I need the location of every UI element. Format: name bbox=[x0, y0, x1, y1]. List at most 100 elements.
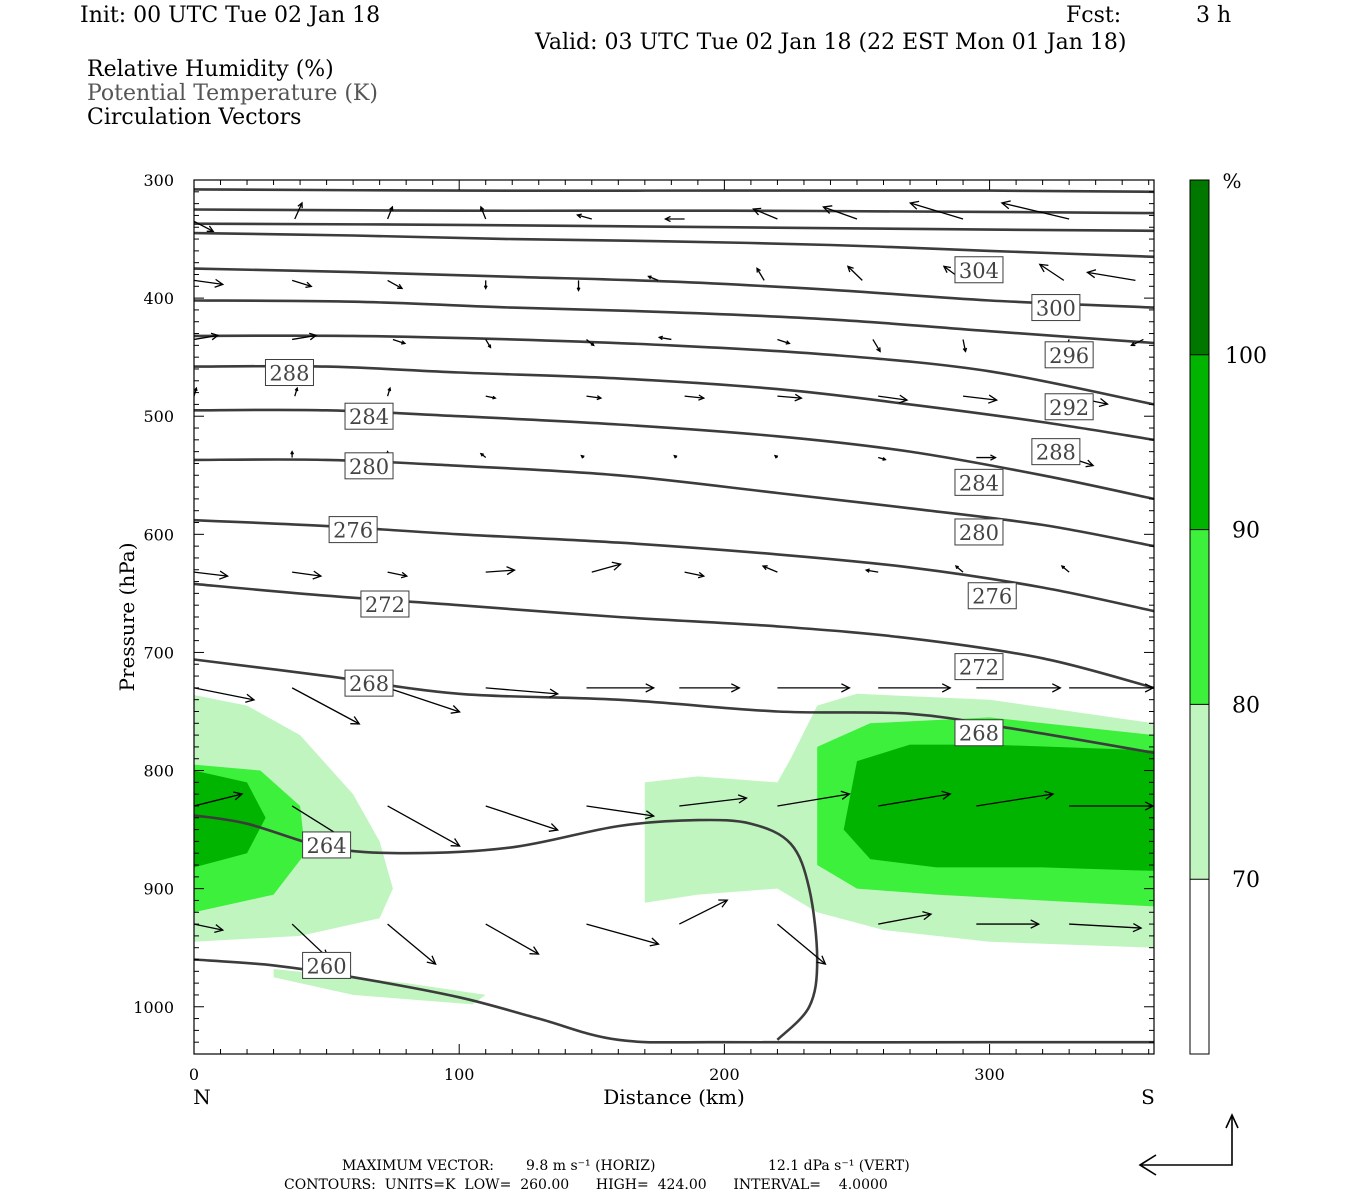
vector-head bbox=[400, 571, 409, 579]
vector-arrow-44 bbox=[479, 452, 487, 459]
vector-arrow-0 bbox=[194, 220, 215, 232]
vector-head bbox=[941, 790, 952, 800]
vector-arrow-56 bbox=[684, 571, 706, 579]
vector-arrow-22 bbox=[292, 332, 318, 341]
vector-head bbox=[841, 683, 851, 693]
vector-arrow-17 bbox=[846, 265, 863, 281]
vector-shaft bbox=[194, 334, 219, 341]
vector-shaft bbox=[648, 275, 659, 281]
vector-shaft bbox=[872, 339, 881, 352]
vector-head bbox=[1030, 919, 1041, 929]
vector-head bbox=[941, 683, 952, 693]
y-axis-label: Pressure (hPa) bbox=[115, 543, 139, 692]
vector-arrow-62 bbox=[291, 687, 361, 725]
theta-contour-272 bbox=[194, 582, 1154, 690]
vector-head bbox=[785, 340, 791, 345]
vector-head bbox=[698, 394, 706, 401]
vector-shaft bbox=[866, 569, 879, 573]
vector-head bbox=[756, 267, 761, 273]
vector-arrow-34 bbox=[386, 386, 392, 397]
vector-head bbox=[576, 213, 582, 219]
vector-arrow-87 bbox=[586, 923, 660, 947]
vector-arrow-28 bbox=[872, 339, 881, 353]
theta-label-box-6 bbox=[954, 518, 1004, 546]
vector-head bbox=[1038, 263, 1049, 273]
vector-shaft bbox=[1039, 263, 1065, 281]
theta-label-box-10 bbox=[264, 359, 314, 387]
vector-arrow-69 bbox=[976, 683, 1062, 693]
vector-arrow-39 bbox=[878, 394, 909, 404]
vector-arrow-54 bbox=[485, 566, 516, 576]
vector-arrow-68 bbox=[878, 683, 952, 693]
vector-shaft bbox=[586, 805, 654, 817]
theta-label-284: 284 bbox=[959, 471, 999, 495]
init-time: Init: 00 UTC Tue 02 Jan 18 bbox=[80, 3, 381, 28]
vector-arrow-63 bbox=[387, 687, 461, 714]
theta-label-280: 280 bbox=[959, 521, 999, 545]
vector-shaft bbox=[480, 206, 487, 220]
vector-head bbox=[942, 265, 952, 273]
vector-arrow-59 bbox=[954, 565, 964, 573]
vector-arrow-11 bbox=[291, 279, 313, 289]
vector-head bbox=[737, 794, 748, 804]
theta-label-292: 292 bbox=[1049, 396, 1089, 420]
vector-arrow-80 bbox=[976, 790, 1055, 807]
vector-arrow-19 bbox=[1038, 263, 1065, 281]
vector-head bbox=[1085, 269, 1097, 279]
vector-shaft bbox=[962, 395, 997, 401]
vector-head bbox=[483, 285, 488, 290]
vector-head bbox=[580, 454, 585, 459]
vector-arrow-67 bbox=[777, 683, 851, 693]
vector-shaft bbox=[679, 899, 728, 925]
vector-arrow-66 bbox=[679, 683, 741, 693]
vector-head bbox=[990, 454, 997, 461]
vector-shaft bbox=[753, 208, 778, 220]
vector-arrow-9 bbox=[1000, 200, 1070, 220]
vector-arrow-4 bbox=[576, 213, 592, 220]
vector-head bbox=[962, 347, 968, 353]
vector-head bbox=[312, 570, 323, 580]
vector-head bbox=[297, 201, 303, 209]
vector-head bbox=[697, 571, 706, 579]
vector-shaft bbox=[194, 279, 223, 286]
theta-label-box-12 bbox=[344, 452, 394, 480]
vector-shaft bbox=[976, 793, 1054, 807]
vector-arrow-75 bbox=[485, 805, 560, 832]
colorbar: 70 80 90 100 bbox=[1189, 179, 1267, 1055]
theta-contour-312 bbox=[194, 208, 1154, 215]
vector-head bbox=[649, 937, 660, 947]
vector-shaft bbox=[777, 338, 790, 345]
vector-head bbox=[400, 340, 407, 345]
vector-arrow-38 bbox=[777, 393, 803, 402]
theta-contour-308 bbox=[194, 222, 1154, 233]
max-vector-horizontal: 9.8 m s⁻¹ (HORIZ) bbox=[526, 1158, 656, 1174]
vector-shaft bbox=[591, 563, 621, 573]
vector-shaft bbox=[684, 571, 704, 577]
x-end-label-south: S bbox=[1141, 1085, 1155, 1109]
vector-head bbox=[987, 394, 999, 404]
rh-shading-layer bbox=[194, 693, 1154, 1005]
vector-arrow-85 bbox=[387, 923, 437, 966]
theta-label-box-16 bbox=[302, 831, 352, 859]
vector-head bbox=[294, 386, 299, 392]
vector-arrow-35 bbox=[485, 395, 497, 400]
vector-head bbox=[305, 281, 313, 289]
vector-head bbox=[214, 924, 225, 934]
vector-arrow-92 bbox=[1069, 923, 1143, 933]
vector-arrow-65 bbox=[586, 683, 656, 693]
x-tick-label-300: 300 bbox=[974, 1065, 1005, 1084]
vector-head bbox=[794, 393, 803, 402]
vector-arrow-1 bbox=[294, 201, 303, 220]
vector-arrow-89 bbox=[777, 923, 827, 966]
legend-potential-temperature: Potential Temperature (K) bbox=[87, 81, 378, 106]
vector-head bbox=[506, 566, 516, 576]
vector-arrow-36 bbox=[586, 395, 603, 401]
vector-arrow-24 bbox=[485, 339, 492, 349]
vector-head bbox=[245, 693, 256, 703]
x-tick-label-200: 200 bbox=[709, 1065, 740, 1084]
theta-label-280: 280 bbox=[349, 455, 389, 479]
vector-head bbox=[718, 899, 729, 908]
vector-arrow-8 bbox=[908, 200, 964, 220]
vector-shaft bbox=[485, 923, 539, 955]
vector-shaft bbox=[194, 687, 255, 701]
